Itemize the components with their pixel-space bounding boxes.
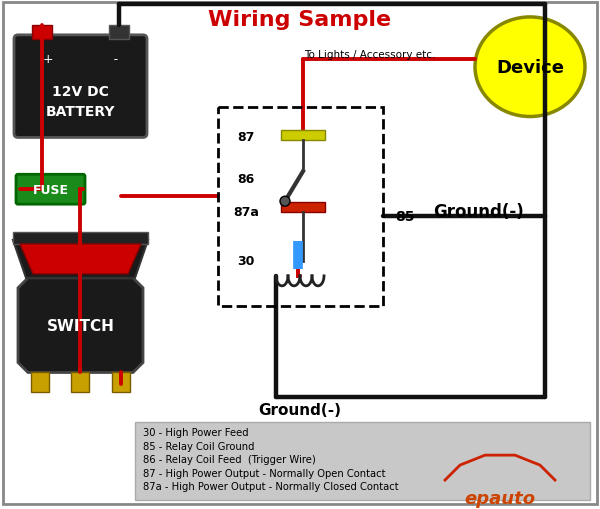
Text: 87: 87 [238,131,254,144]
FancyBboxPatch shape [16,175,85,205]
Text: +               -: + - [43,53,118,66]
Text: Device: Device [496,59,564,76]
Text: Wiring Sample: Wiring Sample [208,10,392,30]
FancyBboxPatch shape [281,203,325,213]
Text: 12V DC: 12V DC [52,84,109,98]
Text: FUSE: FUSE [32,183,68,196]
Text: 87a: 87a [233,205,259,218]
Ellipse shape [475,18,585,117]
Text: 30: 30 [238,255,254,268]
Text: 85 - Relay Coil Ground: 85 - Relay Coil Ground [143,441,254,451]
FancyBboxPatch shape [71,373,89,392]
Text: BATTERY: BATTERY [46,104,115,118]
Text: Ground(-): Ground(-) [433,203,524,221]
Text: Ground(-): Ground(-) [259,402,341,417]
Text: SWITCH: SWITCH [47,318,115,333]
Text: 87 - High Power Output - Normally Open Contact: 87 - High Power Output - Normally Open C… [143,468,386,477]
Text: 30 - High Power Feed: 30 - High Power Feed [143,428,248,437]
FancyBboxPatch shape [32,26,52,40]
FancyBboxPatch shape [14,36,147,138]
Text: 86: 86 [238,173,254,185]
FancyBboxPatch shape [135,422,590,500]
Text: To Lights / Accessory etc.: To Lights / Accessory etc. [304,50,436,60]
Text: 86 - Relay Coil Feed  (Trigger Wire): 86 - Relay Coil Feed (Trigger Wire) [143,454,316,464]
Text: epauto: epauto [464,489,536,507]
FancyBboxPatch shape [109,26,129,40]
Text: 85: 85 [395,210,415,223]
Polygon shape [18,278,143,373]
Text: 87a - High Power Output - Normally Closed Contact: 87a - High Power Output - Normally Close… [143,481,398,491]
Polygon shape [13,241,148,278]
Circle shape [280,197,290,207]
FancyBboxPatch shape [31,373,49,392]
FancyBboxPatch shape [112,373,130,392]
FancyBboxPatch shape [281,131,325,141]
FancyBboxPatch shape [3,3,597,504]
FancyBboxPatch shape [13,233,148,244]
Polygon shape [20,244,141,274]
